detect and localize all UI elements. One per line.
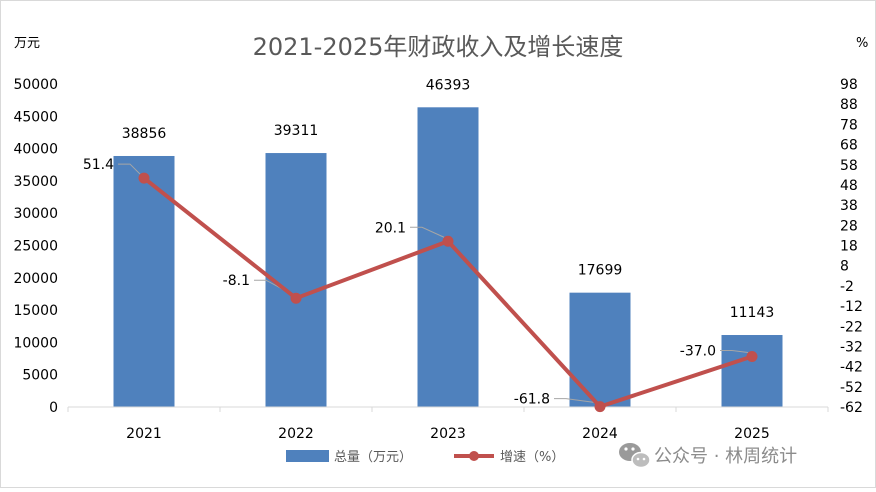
line-label-leader (410, 226, 445, 238)
left-tick-label: 50000 (13, 77, 58, 93)
right-tick-label: -12 (840, 299, 863, 315)
point-2023 (442, 235, 454, 247)
x-tick-label: 2024 (582, 426, 618, 442)
line-label-leader (720, 350, 749, 354)
right-tick-label: -2 (840, 279, 854, 295)
bar-2021 (113, 155, 175, 407)
legend: 总量（万元） 增速（%） (286, 450, 564, 465)
legend-bar-label: 总量（万元） (334, 450, 412, 465)
left-tick-label: 20000 (13, 271, 58, 287)
left-tick-label: 25000 (13, 239, 58, 255)
x-tick-label: 2021 (126, 426, 162, 442)
bar-label-2021: 38856 (122, 126, 167, 142)
left-axis-unit: 万元 (14, 36, 40, 51)
chart-title: 2021-2025年财政收入及增长速度 (253, 33, 624, 61)
right-tick-label: -52 (840, 380, 863, 396)
right-tick-label: 28 (840, 218, 858, 234)
left-tick-label: 40000 (13, 142, 58, 158)
bar-2024 (569, 292, 631, 407)
point-2021 (138, 172, 150, 184)
right-tick-label: 88 (840, 97, 858, 113)
right-tick-label: 98 (840, 77, 858, 93)
right-tick-label: 8 (840, 259, 849, 275)
bar-2023 (417, 107, 479, 408)
line-label-2025: -37.0 (680, 344, 716, 360)
right-tick-label: 18 (840, 239, 858, 255)
left-tick-label: 35000 (13, 174, 58, 190)
wechat-icon (619, 443, 651, 469)
line-label-2023: 20.1 (375, 220, 406, 236)
bar-series (113, 107, 783, 408)
right-tick-label: -62 (840, 400, 863, 416)
right-tick-label: -32 (840, 339, 863, 355)
point-2024 (594, 401, 606, 413)
right-tick-label: 78 (840, 117, 858, 133)
line-data-labels: 51.4 -8.1 20.1 -61.8 -37.0 (83, 157, 716, 408)
left-tick-label: 30000 (13, 206, 58, 222)
point-2022 (290, 292, 302, 304)
x-tick-label: 2025 (734, 426, 770, 442)
line-points (138, 172, 758, 413)
left-tick-label: 0 (49, 400, 58, 416)
x-axis-ticks: 2021 2022 2023 2024 2025 (67, 407, 829, 442)
bar-label-2023: 46393 (426, 77, 471, 93)
line-label-2024: -61.8 (514, 392, 550, 408)
left-tick-label: 45000 (13, 109, 58, 125)
right-tick-label: -42 (840, 360, 863, 376)
watermark-text: 公众号 · 林周统计 (654, 446, 797, 467)
left-tick-label: 5000 (22, 368, 58, 384)
bar-label-2022: 39311 (274, 123, 319, 139)
right-tick-label: 38 (840, 198, 858, 214)
right-axis-ticks: -62 -52 -42 -32 -22 -12 -2 8 18 28 38 48 58 68 78 88 98 (840, 77, 863, 416)
point-2025 (746, 351, 758, 363)
x-tick-label: 2022 (278, 426, 314, 442)
bar-data-labels: 38856 39311 46393 17699 11143 (122, 77, 775, 321)
bar-label-2025: 11143 (730, 305, 775, 321)
watermark: 公众号 · 林周统计 (619, 443, 797, 469)
left-tick-label: 15000 (13, 303, 58, 319)
right-tick-label: 48 (840, 178, 858, 194)
bar-label-2024: 17699 (578, 263, 623, 279)
legend-bar-swatch (286, 450, 329, 462)
x-tick-label: 2023 (430, 426, 466, 442)
left-axis-ticks: 0 5000 10000 15000 20000 25000 30000 35000 40000… (13, 77, 58, 416)
line-label-leader (118, 163, 141, 175)
right-tick-label: 68 (840, 138, 858, 154)
legend-line-marker (469, 451, 479, 461)
left-tick-label: 10000 (13, 335, 58, 351)
legend-line-label: 增速（%） (500, 450, 564, 465)
bar-2025 (721, 335, 783, 407)
line-label-2021: 51.4 (83, 157, 114, 173)
right-axis-unit: % (856, 36, 868, 51)
right-tick-label: 58 (840, 158, 858, 174)
line-label-2022: -8.1 (223, 273, 250, 289)
right-tick-label: -22 (840, 319, 863, 335)
line-label-leader (554, 398, 597, 404)
